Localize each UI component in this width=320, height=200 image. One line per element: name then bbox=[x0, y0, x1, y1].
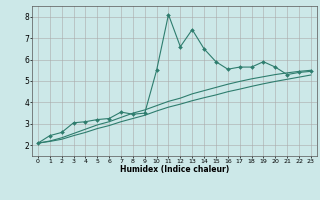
X-axis label: Humidex (Indice chaleur): Humidex (Indice chaleur) bbox=[120, 165, 229, 174]
